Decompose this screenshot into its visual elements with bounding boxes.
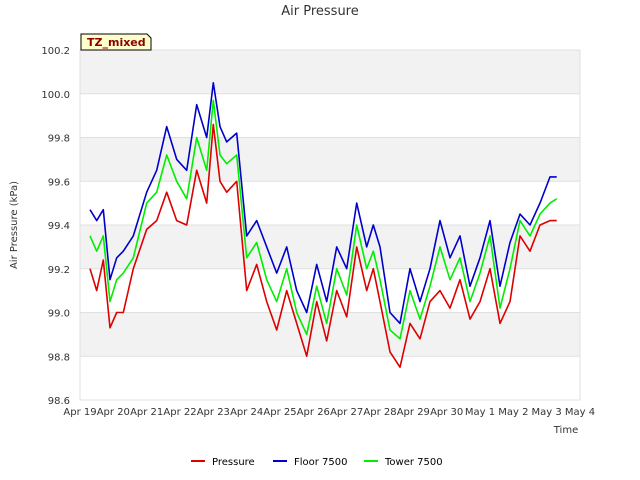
- x-tick-label: May 2: [498, 407, 528, 418]
- plot-band: [80, 181, 580, 225]
- y-tick-labels: 98.6 98.8 99.0 99.2 99.4 99.6 99.8 100.0 100.2: [41, 46, 70, 407]
- x-tick-label: Apr 21: [130, 407, 163, 418]
- x-tick-labels: Apr 19 Apr 20 Apr 21 Apr 22 Apr 23 Apr 24 Apr …: [63, 407, 595, 418]
- y-tick-label: 99.2: [48, 265, 70, 276]
- x-tick-label: Apr 27: [330, 407, 363, 418]
- x-tick-label: May 3: [532, 407, 562, 418]
- y-tick-label: 99.8: [48, 134, 70, 145]
- legend-label: Tower 7500: [384, 457, 443, 468]
- x-tick-label: May 1: [465, 407, 495, 418]
- plot-area-frame: [79, 49, 581, 401]
- x-tick-label: Apr 28: [363, 407, 396, 418]
- plot-band: [80, 312, 580, 357]
- series-line-tower-7500: [89, 99, 558, 340]
- x-tick-label: Apr 25: [263, 407, 296, 418]
- y-tick-label: 100.0: [41, 90, 70, 101]
- tz-badge-text: TZ_mixed: [87, 36, 146, 49]
- y-axis-label: Air Pressure (kPa): [9, 181, 20, 269]
- x-tick-label: Apr 20: [97, 407, 130, 418]
- y-tick-label: 98.6: [48, 396, 70, 407]
- series-lines: [89, 82, 558, 369]
- y-tick-label: 100.2: [41, 46, 70, 57]
- x-tick-label: Apr 26: [297, 407, 330, 418]
- series-line-pressure: [89, 123, 557, 369]
- x-tick-label: Apr 29: [397, 407, 430, 418]
- legend-label: Floor 7500: [294, 457, 348, 468]
- x-tick-label: May 4: [565, 407, 595, 418]
- chart-title: Air Pressure: [281, 4, 359, 19]
- plot-band: [80, 93, 580, 138]
- x-tick-label: Apr 19: [63, 407, 96, 418]
- x-axis-label: Time: [553, 425, 578, 436]
- legend: Pressure Floor 7500 Tower 7500: [191, 457, 443, 468]
- x-tick-label: Apr 24: [230, 407, 263, 418]
- y-tick-label: 99.6: [48, 177, 70, 188]
- plot-band: [80, 50, 580, 94]
- tz-badge-box: [80, 33, 152, 51]
- y-tick-label: 99.0: [48, 309, 70, 320]
- tz-badge: TZ_mixed: [80, 33, 152, 51]
- x-tick-label: Apr 22: [163, 407, 196, 418]
- series-line-floor-7500: [89, 82, 557, 325]
- plot-band: [80, 356, 580, 400]
- legend-label: Pressure: [212, 457, 255, 468]
- x-tick-label: Apr 30: [430, 407, 463, 418]
- y-tick-label: 98.8: [48, 352, 70, 363]
- y-tick-label: 99.4: [48, 221, 70, 232]
- x-tick-label: Apr 23: [197, 407, 230, 418]
